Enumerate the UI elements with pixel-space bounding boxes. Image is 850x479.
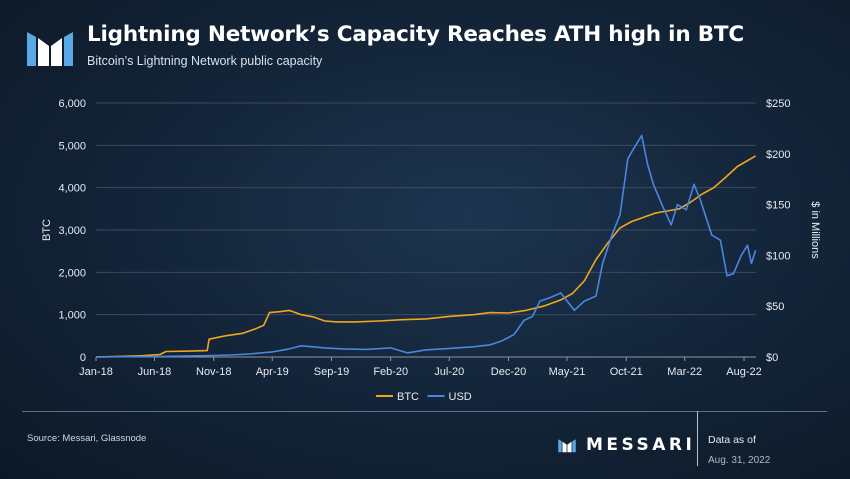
legend-label-usd: USD [449, 391, 472, 403]
x-tick-label: Apr-19 [256, 366, 289, 378]
x-tick-label: Dec-20 [491, 366, 526, 378]
x-tick-label: Jul-20 [434, 366, 464, 378]
data-as-of-label: Data as of [708, 434, 756, 446]
data-as-of-date: Aug. 31, 2022 [708, 455, 771, 466]
messari-brand-icon [558, 439, 576, 453]
chart-subtitle: Bitcoin’s Lightning Network public capac… [87, 54, 323, 68]
y2-tick-label: $150 [766, 200, 790, 212]
x-tick-label: Aug-22 [726, 366, 761, 378]
x-tick-label: Sep-19 [314, 366, 349, 378]
y-tick-label: 3,000 [58, 225, 86, 237]
y-tick-label: 4,000 [58, 183, 86, 195]
series-line-usd [95, 134, 757, 358]
y2-tick-label: $250 [766, 98, 790, 110]
y-axis-label: BTC [41, 219, 53, 241]
y-tick-label: 1,000 [58, 310, 86, 322]
brand-mark: MESSARI [556, 435, 695, 455]
source-note: Source: Messari, Glassnode [27, 433, 147, 444]
y-tick-label: 6,000 [58, 98, 86, 110]
y2-tick-label: $200 [766, 149, 790, 161]
chart-title: Lightning Network’s Capacity Reaches ATH… [87, 22, 744, 47]
legend-label-btc: BTC [397, 391, 419, 403]
y2-tick-label: $100 [766, 250, 790, 262]
messari-logo-icon [27, 32, 73, 66]
y2-axis-label: $ in Millions [809, 201, 821, 259]
x-tick-label: Jan-18 [79, 366, 113, 378]
x-tick-label: Mar-22 [667, 366, 702, 378]
x-tick-label: Jun-18 [138, 366, 172, 378]
x-tick-label: Feb-20 [373, 366, 408, 378]
footer-vertical-divider [697, 411, 698, 466]
y2-tick-label: $0 [766, 352, 778, 364]
footer-divider [22, 411, 827, 412]
y2-tick-label: $50 [766, 301, 784, 313]
line-chart: 0 1,000 2,000 3,000 4,000 5,000 6,000 $0 $50 $100… [41, 98, 821, 403]
y-tick-label: 2,000 [58, 267, 86, 279]
series-line-btc [95, 155, 757, 358]
x-tick-label: May-21 [549, 366, 586, 378]
x-tick-label: Nov-18 [196, 366, 231, 378]
y-tick-label: 5,000 [58, 140, 86, 152]
x-tick-label: Oct-21 [610, 366, 643, 378]
y-tick-label: 0 [80, 352, 86, 364]
brand-name: MESSARI [586, 435, 696, 455]
